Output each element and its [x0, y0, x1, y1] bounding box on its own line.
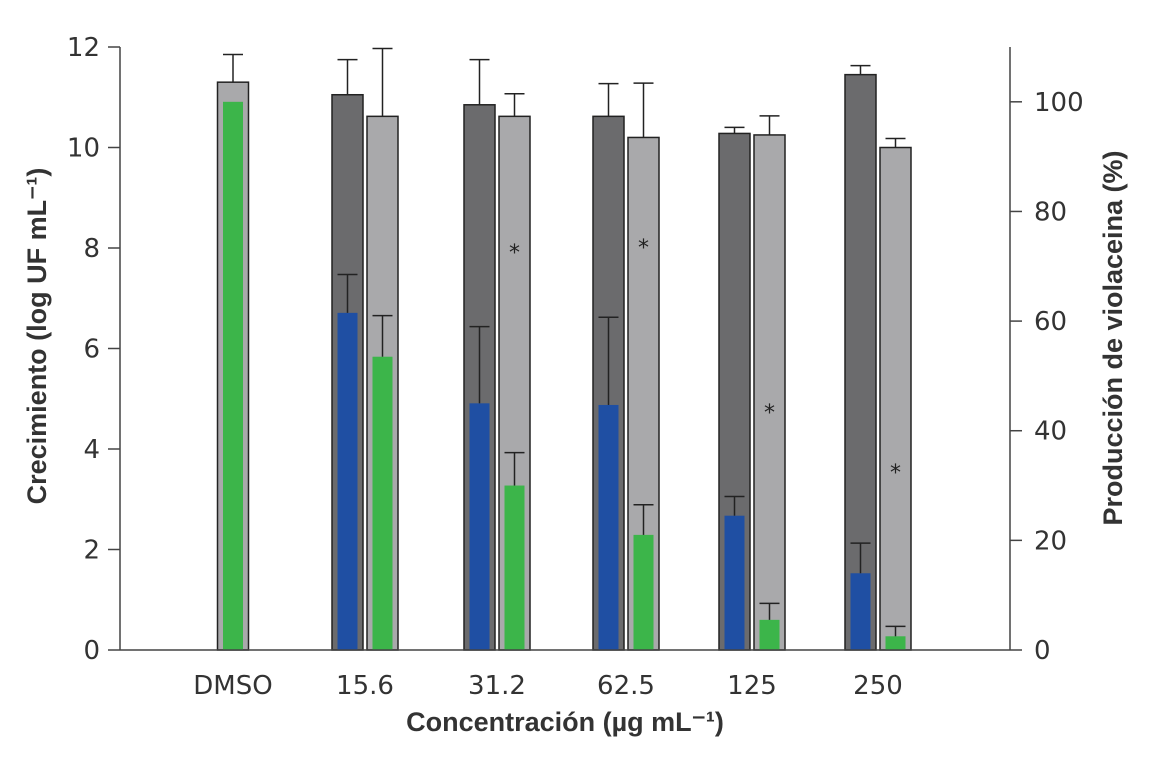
- violacein-blue-bar: [598, 404, 619, 650]
- left-tick-label: 6: [83, 335, 100, 365]
- right-tick-label: 100: [1034, 88, 1084, 118]
- left-tick-label: 8: [83, 234, 100, 264]
- x-tick-label: 31.2: [468, 671, 526, 701]
- significance-star: *: [509, 241, 520, 266]
- right-tick-label: 20: [1034, 526, 1067, 556]
- x-tick-label: 125: [727, 671, 777, 701]
- violacein-blue-bar: [469, 403, 490, 650]
- x-tick-label: DMSO: [193, 671, 272, 701]
- left-tick-label: 0: [83, 636, 100, 666]
- violacein-green-bar: [223, 101, 243, 651]
- x-axis-title: Concentración (µg mL⁻¹): [406, 707, 724, 737]
- right-tick-label: 0: [1034, 636, 1051, 666]
- bars-group: * * * *: [216, 47, 912, 651]
- violacein-green-bar: [504, 485, 525, 650]
- growth-light-bar: [753, 134, 786, 651]
- violacein-green-bar: [633, 534, 654, 650]
- right-tick-label: 80: [1034, 197, 1067, 227]
- significance-star: *: [890, 461, 901, 486]
- left-tick-label: 10: [67, 134, 100, 164]
- violacein-green-bar: [759, 619, 780, 650]
- violacein-green-bar: [372, 356, 393, 650]
- violacein-blue-bar: [337, 312, 358, 650]
- right-tick-label: 40: [1034, 417, 1067, 447]
- left-tick-label: 2: [83, 536, 100, 566]
- violacein-green-bar: [885, 636, 906, 650]
- x-axis: DMSO 15.6 31.2 62.5 125 250: [120, 649, 1010, 701]
- left-tick-label: 12: [67, 33, 100, 63]
- left-tick-label: 4: [83, 435, 100, 465]
- left-axis: 0 2 4 6 8 10 12: [67, 33, 121, 666]
- x-tick-label: 15.6: [336, 671, 394, 701]
- right-axis-title: Producción de violaceina (%): [1098, 150, 1128, 525]
- significance-star: *: [638, 236, 649, 261]
- significance-star: *: [764, 401, 775, 426]
- right-axis: 0 20 40 60 80 100: [1009, 47, 1084, 666]
- growth-light-bar: [879, 146, 912, 651]
- x-tick-label: 62.5: [597, 671, 655, 701]
- violacein-blue-bar: [724, 515, 745, 650]
- left-axis-title: Crecimiento (log UF mL⁻¹): [22, 168, 52, 505]
- x-tick-label: 250: [853, 671, 903, 701]
- right-tick-label: 60: [1034, 307, 1067, 337]
- violacein-blue-bar: [850, 573, 871, 650]
